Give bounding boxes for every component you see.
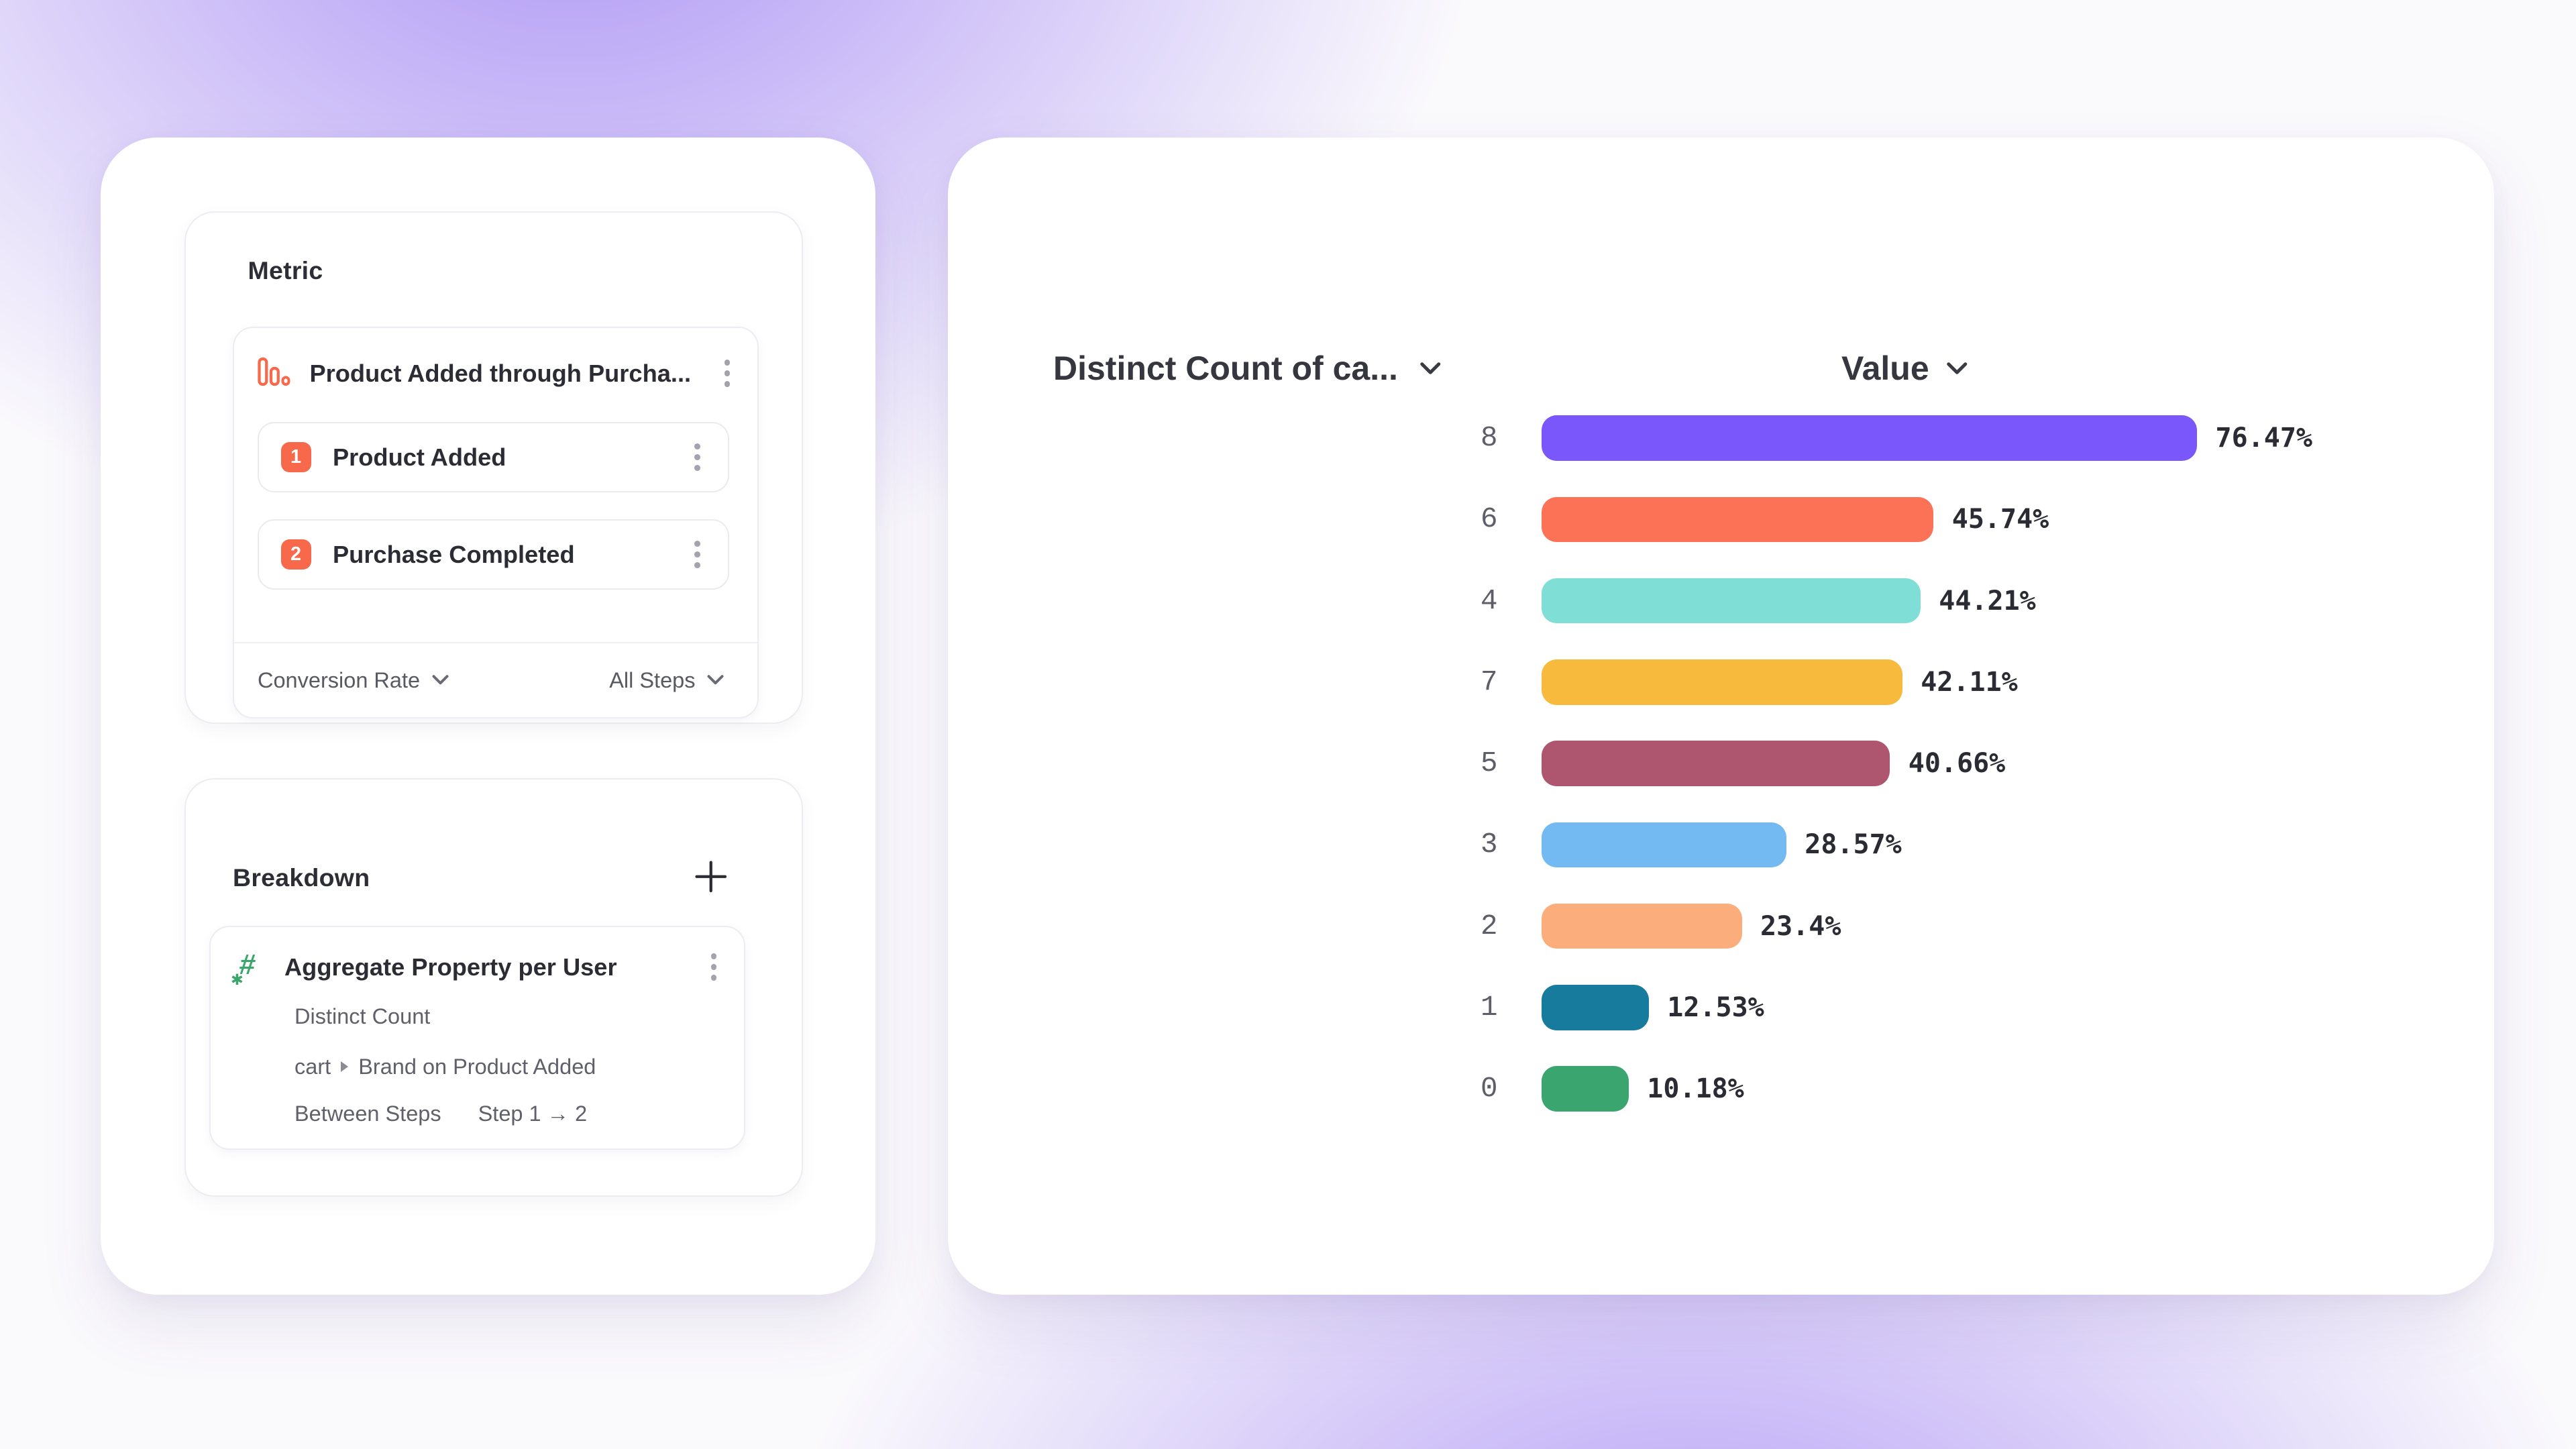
value-column-header-label: Value <box>1841 350 1929 387</box>
bar[interactable] <box>1541 578 1921 624</box>
metric-item-header: Product Added through Purcha... <box>258 347 744 400</box>
aggregation-type-label: Distinct Count <box>294 1004 431 1028</box>
aggregate-property-icon: # ✱ <box>231 949 258 988</box>
metric-kebab-menu-button[interactable] <box>710 352 744 395</box>
metric-name: Product Added through Purcha... <box>309 359 692 387</box>
category-column-header-label: Distinct Count of ca... <box>1053 350 1398 387</box>
category-label: 0 <box>1480 1073 1498 1106</box>
category-label: 6 <box>1480 503 1498 536</box>
step-1-badge: 1 <box>280 442 311 472</box>
value-label: 12.53% <box>1667 991 1764 1023</box>
all-steps-label: All Steps <box>609 667 696 692</box>
step-1-kebab-menu-button[interactable] <box>681 435 714 479</box>
chart-row: 8 76.47% <box>948 398 2494 479</box>
value-label: 10.18% <box>1647 1073 1744 1105</box>
value-column-header-dropdown[interactable]: Value <box>1841 349 1968 388</box>
between-steps-label: Between Steps <box>294 1101 441 1126</box>
breakdown-name: Aggregate Property per User <box>284 953 617 981</box>
category-label: 3 <box>1480 828 1498 861</box>
funnel-step-2[interactable]: 2 Purchase Completed <box>258 519 729 590</box>
category-label: 7 <box>1480 665 1498 698</box>
property-detail-label: Brand on Product Added <box>358 1054 596 1079</box>
step-2-kebab-menu-button[interactable] <box>681 533 714 576</box>
chevron-down-icon <box>1420 362 1441 374</box>
metric-item-card[interactable]: Product Added through Purcha... 1 Produc… <box>233 327 759 718</box>
chart-rows: 8 76.47% 6 45.74% 4 44.21% 7 42.11% 5 40.66% 3 28.5… <box>948 398 2494 1130</box>
step-1-label: Product Added <box>333 443 506 471</box>
chart-row: 2 23.4% <box>948 885 2494 967</box>
breakdown-panel-title: Breakdown <box>233 863 370 892</box>
category-label: 2 <box>1480 910 1498 943</box>
breakdown-panel: Breakdown # ✱ Aggregate Property per Use… <box>184 778 803 1197</box>
bar[interactable] <box>1541 415 2197 461</box>
bar[interactable] <box>1541 659 1902 705</box>
chart-row: 3 28.57% <box>948 804 2494 885</box>
property-object-label: cart <box>294 1054 331 1079</box>
breakdown-item-header: # ✱ Aggregate Property per User <box>231 942 731 992</box>
value-label: 28.57% <box>1805 829 1902 861</box>
value-label: 45.74% <box>1951 504 2049 535</box>
value-label: 42.11% <box>1921 666 2018 698</box>
category-column-header-dropdown[interactable]: Distinct Count of ca... <box>1053 349 1442 388</box>
breakdown-kebab-menu-button[interactable] <box>697 945 731 989</box>
chevron-down-icon <box>432 675 449 685</box>
chart-row: 6 45.74% <box>948 479 2494 560</box>
bar[interactable] <box>1541 985 1649 1030</box>
funnel-chart-icon <box>258 357 290 386</box>
bar[interactable] <box>1541 903 1742 949</box>
category-label: 4 <box>1480 584 1498 617</box>
all-steps-dropdown[interactable]: All Steps <box>609 668 724 693</box>
property-path: cart Brand on Product Added <box>294 1055 596 1079</box>
value-label: 23.4% <box>1760 910 1841 942</box>
step-2-badge: 2 <box>280 539 311 570</box>
bar[interactable] <box>1541 1066 1629 1112</box>
bar[interactable] <box>1541 496 1934 543</box>
chart-row: 4 44.21% <box>948 560 2494 641</box>
value-label: 44.21% <box>1939 585 2036 616</box>
metric-panel: Metric Product Added through Purcha... 1… <box>184 211 803 724</box>
bar[interactable] <box>1541 822 1786 868</box>
metric-panel-title: Metric <box>248 256 323 284</box>
add-breakdown-button[interactable] <box>688 853 735 900</box>
chart-row: 0 10.18% <box>948 1049 2494 1130</box>
chart-row: 5 40.66% <box>948 723 2494 804</box>
between-steps-row: Between Steps Step 1 → 2 <box>294 1102 587 1126</box>
category-label: 5 <box>1480 747 1498 780</box>
value-label: 76.47% <box>2215 423 2313 454</box>
step-2-label: Purchase Completed <box>333 540 575 568</box>
chart-card: Distinct Count of ca... Value 8 76.47% 6 45… <box>947 138 2494 1295</box>
chart-row: 1 12.53% <box>948 967 2494 1048</box>
conversion-rate-label: Conversion Rate <box>258 667 421 692</box>
category-label: 1 <box>1480 991 1498 1024</box>
metric-footer: Conversion Rate All Steps <box>234 642 757 717</box>
step-range-label: Step 1 → 2 <box>478 1101 588 1126</box>
funnel-step-1[interactable]: 1 Product Added <box>258 422 729 492</box>
query-builder-card: Metric Product Added through Purcha... 1… <box>101 138 875 1295</box>
chart-row: 7 42.11% <box>948 641 2494 722</box>
bar[interactable] <box>1541 741 1890 786</box>
triangle-right-icon <box>341 1061 350 1072</box>
conversion-rate-dropdown[interactable]: Conversion Rate <box>258 668 449 693</box>
plus-icon <box>695 861 727 893</box>
chevron-down-icon <box>707 675 724 685</box>
category-label: 8 <box>1480 422 1498 455</box>
breakdown-item-card[interactable]: # ✱ Aggregate Property per User Distinct… <box>209 925 745 1150</box>
chevron-down-icon <box>1946 362 1967 374</box>
value-label: 40.66% <box>1908 748 2006 780</box>
